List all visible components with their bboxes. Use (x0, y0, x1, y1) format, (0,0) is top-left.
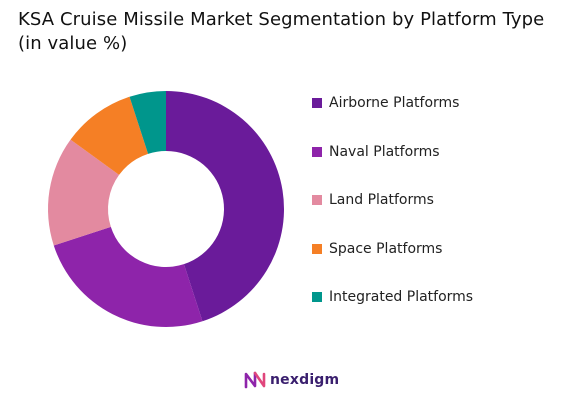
legend-item-airborne-platforms: Airborne Platforms (312, 92, 473, 114)
chart-title-line-1: KSA Cruise Missile Market Segmentation b… (18, 9, 545, 30)
legend-label-space-platforms: Space Platforms (329, 240, 443, 257)
legend-item-land-platforms: Land Platforms (312, 189, 473, 211)
donut-slice-space-platforms (70, 96, 149, 175)
legend-item-space-platforms: Space Platforms (312, 238, 473, 260)
legend-item-naval-platforms: Naval Platforms (312, 141, 473, 163)
legend-swatch-land-platforms (312, 195, 322, 205)
chart-title: KSA Cruise Missile Market Segmentation b… (18, 8, 558, 56)
legend-label-airborne-platforms: Airborne Platforms (329, 95, 460, 111)
legend-swatch-space-platforms (312, 243, 322, 254)
legend-label-naval-platforms: Naval Platforms (329, 143, 440, 160)
donut-slice-integrated-platforms (129, 91, 166, 154)
legend-swatch-integrated-platforms (312, 292, 322, 302)
legend-item-integrated-platforms: Integrated Platforms (312, 286, 473, 308)
donut-slice-airborne-platforms (166, 91, 285, 322)
legend-label-land-platforms: Land Platforms (329, 192, 434, 208)
brand-logo-text: nexdigm (270, 372, 340, 388)
nexdigm-logo-icon (244, 371, 266, 389)
donut-slice-land-platforms (48, 139, 120, 246)
legend-swatch-airborne-platforms (312, 98, 322, 108)
chart-legend: Airborne Platforms Naval Platforms Land Pl… (312, 92, 473, 308)
chart-title-line-2: (in value %) (18, 33, 128, 54)
legend-label-integrated-platforms: Integrated Platforms (329, 289, 474, 305)
legend-swatch-naval-platforms (312, 146, 322, 157)
donut-slice-naval-platforms (53, 226, 203, 327)
brand-logo: nexdigm (244, 370, 339, 390)
